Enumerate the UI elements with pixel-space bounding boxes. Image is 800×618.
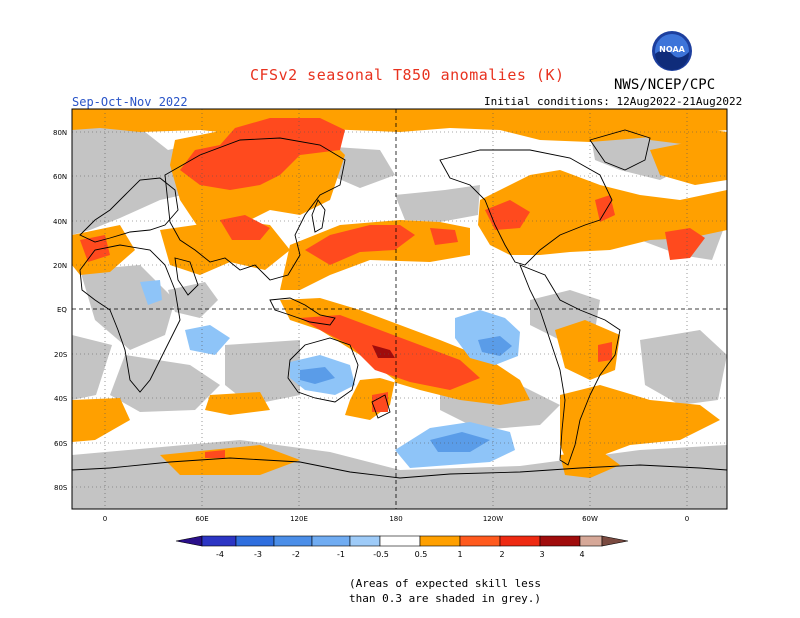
coastlines <box>72 129 727 479</box>
lat-label-80s: 80S <box>54 484 68 492</box>
map-frame <box>71 108 728 510</box>
lat-label-eq: EQ <box>57 306 67 314</box>
colorbar-segment <box>419 535 461 547</box>
colorbar-label: 4 <box>579 550 584 559</box>
colorbar-right-arrow <box>601 535 629 547</box>
lat-label-60n: 60N <box>53 173 67 181</box>
colorbar-segment <box>579 535 603 547</box>
colorbar-segment <box>349 535 381 547</box>
colorbar-label: 2 <box>499 550 504 559</box>
colorbar-label: -0.5 <box>373 550 389 559</box>
noaa-logo-text: NOAA <box>659 45 685 54</box>
very-strong-positive-anomaly-area <box>372 345 395 358</box>
map-title: CFSv2 seasonal T850 anomalies (K) <box>250 66 565 84</box>
latitude-labels: 80N 60N 40N 20N EQ 20S 40S 60S 80S <box>53 129 68 492</box>
skill-note-line-1: (Areas of expected skill less <box>349 577 542 590</box>
colorbar-segment <box>235 535 275 547</box>
lon-label-60w: 60W <box>582 515 598 523</box>
colorbar-segment <box>311 535 351 547</box>
initial-conditions-label: Initial conditions: 12Aug2022-21Aug2022 <box>484 95 743 108</box>
lat-label-40s: 40S <box>54 395 68 403</box>
colorbar-labels: -4 -3 -2 -1 -0.5 0.5 1 2 3 4 <box>216 550 585 559</box>
lat-label-40n: 40N <box>53 218 67 226</box>
colorbar-left-arrow <box>175 535 203 547</box>
colorbar-label: -1 <box>337 550 345 559</box>
longitude-labels: 0 60E 120E 180 120W 60W 0 <box>103 515 689 523</box>
lon-label-180: 180 <box>389 515 402 523</box>
lon-label-0-east: 0 <box>685 515 689 523</box>
colorbar-segment <box>379 535 421 547</box>
color-bar <box>175 535 629 547</box>
colorbar-segment <box>459 535 501 547</box>
colorbar-label: 1 <box>457 550 462 559</box>
lat-label-80n: 80N <box>53 129 67 137</box>
colorbar-segment <box>201 535 237 547</box>
lat-label-20n: 20N <box>53 262 67 270</box>
season-label: Sep-Oct-Nov 2022 <box>72 95 188 109</box>
skill-note: (Areas of expected skill less than 0.3 a… <box>349 576 541 606</box>
colorbar-label: -2 <box>292 550 300 559</box>
colorbar-label: 0.5 <box>415 550 428 559</box>
colorbar-label: 3 <box>539 550 544 559</box>
lon-label-0: 0 <box>103 515 107 523</box>
lon-label-60e: 60E <box>195 515 208 523</box>
moderate-negative-anomaly-areas <box>300 336 512 452</box>
lat-label-60s: 60S <box>54 440 68 448</box>
lon-label-120e: 120E <box>290 515 308 523</box>
reference-lines <box>72 109 727 509</box>
colorbar-label: -3 <box>254 550 262 559</box>
colorbar-label: -4 <box>216 550 224 559</box>
agency-label: NWS/NCEP/CPC <box>614 77 716 93</box>
colorbar-segment <box>539 535 581 547</box>
colorbar-segment <box>499 535 541 547</box>
lat-label-20s: 20S <box>54 351 68 359</box>
skill-note-line-2: than 0.3 are shaded in grey.) <box>349 592 542 605</box>
colorbar-segment <box>273 535 313 547</box>
map-field <box>72 109 727 509</box>
noaa-logo-icon: NOAA <box>652 31 692 71</box>
lon-label-120w: 120W <box>483 515 503 523</box>
